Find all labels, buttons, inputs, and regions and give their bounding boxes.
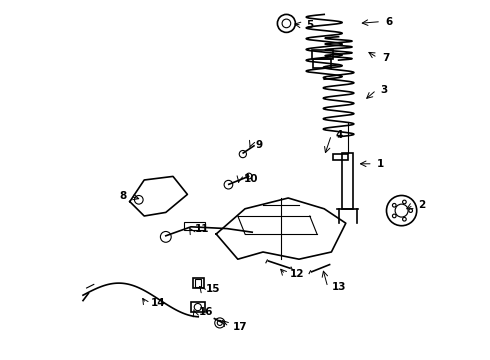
Text: 5: 5 [306, 20, 314, 30]
Bar [193, 278, 204, 288]
Text: 6: 6 [386, 17, 392, 27]
Bar [196, 279, 201, 287]
Text: 2: 2 [418, 200, 425, 210]
Text: 7: 7 [382, 53, 389, 63]
Text: 3: 3 [381, 85, 388, 95]
Text: 13: 13 [332, 282, 346, 292]
Text: 11: 11 [195, 224, 209, 234]
Text: 1: 1 [377, 159, 384, 169]
Text: 4: 4 [336, 130, 343, 140]
Text: 16: 16 [199, 307, 214, 318]
Bar [342, 153, 353, 209]
Bar [314, 59, 331, 68]
Text: 12: 12 [290, 269, 304, 279]
Text: 17: 17 [233, 322, 248, 332]
Text: 9: 9 [255, 140, 262, 150]
Text: 8: 8 [119, 191, 126, 201]
Bar [333, 154, 347, 160]
Bar [312, 50, 333, 59]
Bar [184, 222, 205, 230]
Text: 15: 15 [206, 284, 220, 294]
Bar [191, 302, 205, 312]
Text: 10: 10 [244, 174, 258, 184]
Text: 14: 14 [150, 298, 165, 309]
